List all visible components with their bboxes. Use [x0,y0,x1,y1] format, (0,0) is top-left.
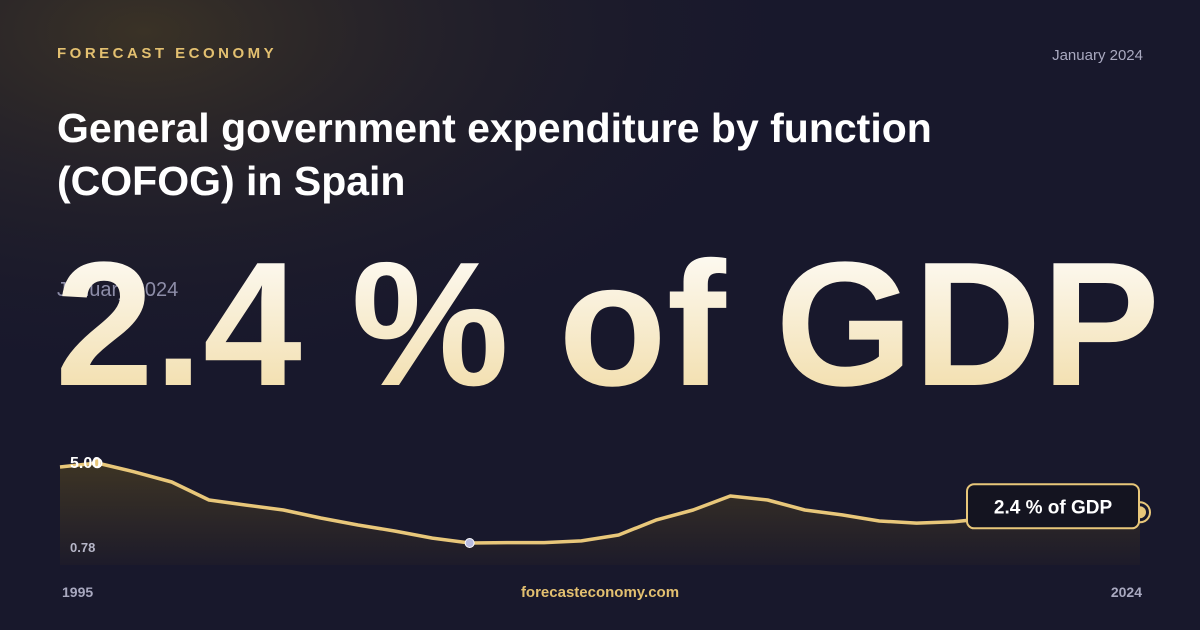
y-tick-label: 5.00 [70,455,101,472]
y-tick-label: 0.78 [70,540,95,555]
headline-value: 2.4 % of GDP [55,225,1160,423]
area [60,463,1140,565]
title-line: (COFOG) in Spain [57,158,405,204]
min-marker [464,538,475,548]
brand: FORECAST ECONOMY [57,45,277,62]
x-tick-label: 1995 [62,584,93,600]
callout-label: 2.4 % of GDP [994,497,1113,518]
title-line: General government expenditure by functi… [57,105,932,151]
date: January 2024 [1052,47,1143,64]
chart: 2.4 % of GDP 0.78 5.00 1995 2024 [59,455,1151,600]
callout-box [966,483,1140,530]
website: forecasteconomy.com [521,584,679,601]
line [59,461,1140,545]
x-tick-label: 2024 [1111,584,1142,600]
max-marker [91,457,103,469]
subtitle-date: January 2024 [57,279,178,301]
